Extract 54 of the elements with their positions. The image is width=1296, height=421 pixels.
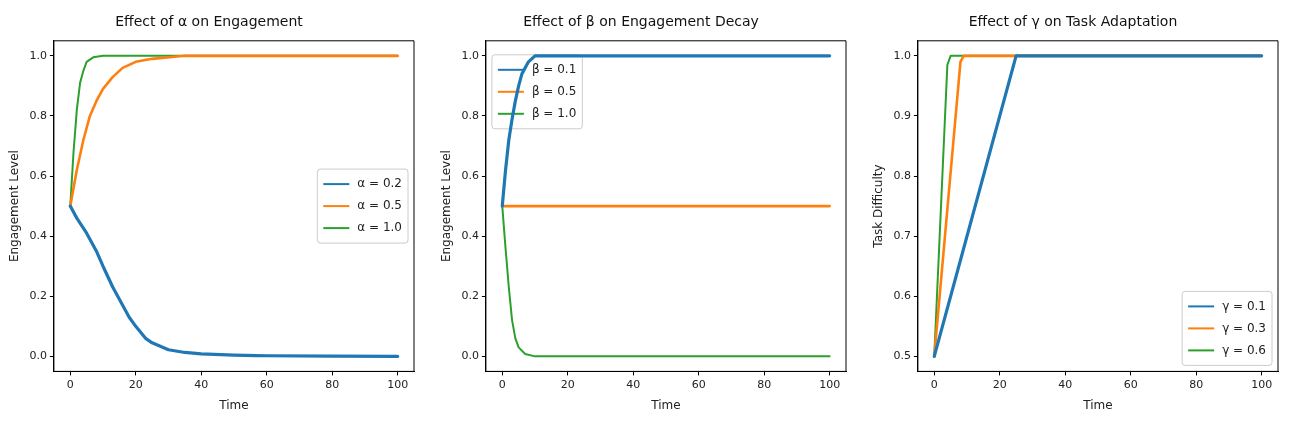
x-tick-label: 20	[560, 377, 575, 391]
y-tick-label: 1.0	[461, 48, 479, 62]
legend-label: γ = 0.3	[1222, 320, 1267, 335]
y-tick-label: 0.5	[893, 349, 911, 363]
y-tick-label: 0.4	[29, 229, 47, 243]
x-tick-label: 0	[930, 377, 938, 391]
x-tick-label: 20	[128, 377, 143, 391]
y-tick-label: 0.2	[461, 289, 479, 303]
x-axis-title: Time	[218, 397, 249, 412]
chart-title: Effect of α on Engagement	[115, 13, 304, 30]
x-tick-label: 60	[1123, 377, 1138, 391]
y-tick-label: 0.8	[461, 108, 479, 122]
y-tick-label: 0.7	[893, 229, 911, 243]
x-tick-label: 40	[626, 377, 641, 391]
x-tick-label: 60	[691, 377, 706, 391]
x-tick-label: 80	[1189, 377, 1204, 391]
x-tick-label: 100	[819, 377, 841, 391]
y-tick-label: 0.8	[893, 168, 911, 182]
legend-label: β = 1.0	[531, 105, 577, 120]
legend-label: α = 0.5	[357, 198, 403, 213]
legend-label: α = 0.2	[357, 176, 403, 191]
x-tick-label: 100	[1251, 377, 1273, 391]
y-tick-label: 0.9	[893, 108, 911, 122]
x-tick-label: 80	[325, 377, 340, 391]
y-tick-label: 0.6	[461, 168, 479, 182]
y-axis-title: Engagement Level	[439, 150, 454, 263]
chart-title: Effect of β on Engagement Decay	[523, 13, 759, 30]
chart-title: Effect of γ on Task Adaptation	[968, 13, 1178, 30]
y-tick-label: 0.6	[29, 168, 47, 182]
y-tick-label: 0.6	[893, 289, 911, 303]
legend-label: α = 1.0	[357, 220, 403, 235]
y-tick-label: 0.0	[461, 349, 479, 363]
y-tick-label: 1.0	[29, 48, 47, 62]
x-tick-label: 80	[757, 377, 772, 391]
legend-label: γ = 0.1	[1222, 298, 1267, 313]
y-tick-label: 1.0	[893, 48, 911, 62]
x-axis-title: Time	[1082, 397, 1113, 412]
x-tick-label: 20	[992, 377, 1007, 391]
x-tick-label: 40	[1058, 377, 1073, 391]
legend-label: β = 0.1	[531, 61, 577, 76]
y-axis-title: Engagement Level	[7, 150, 22, 263]
x-tick-label: 0	[66, 377, 74, 391]
x-tick-label: 100	[387, 377, 409, 391]
y-tick-label: 0.8	[29, 108, 47, 122]
y-tick-label: 0.4	[461, 229, 479, 243]
x-axis-title: Time	[650, 397, 681, 412]
y-axis-title: Task Difficulty	[871, 164, 886, 249]
x-tick-label: 60	[259, 377, 274, 391]
y-tick-label: 0.0	[29, 349, 47, 363]
x-tick-label: 40	[194, 377, 209, 391]
x-tick-label: 0	[498, 377, 506, 391]
y-tick-label: 0.2	[29, 289, 47, 303]
legend-label: γ = 0.6	[1222, 342, 1267, 357]
legend-label: β = 0.5	[531, 83, 577, 98]
